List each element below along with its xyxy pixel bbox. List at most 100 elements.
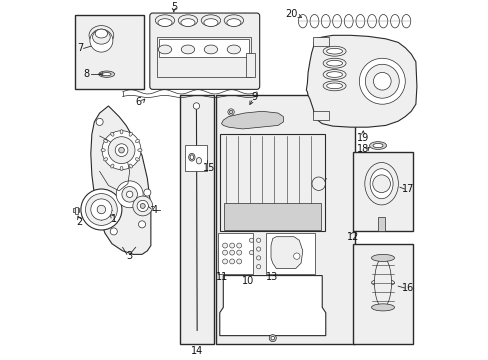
- Circle shape: [108, 137, 135, 163]
- Circle shape: [256, 238, 260, 242]
- Ellipse shape: [323, 69, 346, 80]
- Bar: [313, 37, 328, 46]
- Text: 15: 15: [203, 163, 215, 173]
- Ellipse shape: [155, 15, 174, 26]
- Circle shape: [138, 221, 145, 228]
- Bar: [265, 233, 315, 274]
- Circle shape: [270, 336, 274, 340]
- Ellipse shape: [378, 14, 387, 28]
- Text: 10: 10: [242, 276, 254, 286]
- Bar: [218, 233, 253, 274]
- Circle shape: [119, 147, 124, 153]
- Ellipse shape: [120, 166, 122, 171]
- Ellipse shape: [326, 83, 342, 89]
- Circle shape: [359, 58, 405, 104]
- Text: 5: 5: [170, 2, 177, 12]
- Ellipse shape: [89, 26, 114, 45]
- Circle shape: [365, 64, 398, 98]
- Text: 11: 11: [216, 272, 228, 282]
- Ellipse shape: [203, 19, 218, 27]
- Text: 9: 9: [250, 92, 257, 102]
- Text: 1: 1: [110, 214, 117, 224]
- Ellipse shape: [390, 14, 399, 28]
- Ellipse shape: [364, 162, 398, 205]
- Ellipse shape: [181, 19, 195, 27]
- Bar: [75, 207, 78, 215]
- Text: 7: 7: [77, 44, 83, 53]
- Circle shape: [236, 259, 241, 264]
- Ellipse shape: [321, 14, 329, 28]
- Ellipse shape: [323, 46, 346, 56]
- Text: 13: 13: [265, 272, 278, 282]
- Ellipse shape: [188, 153, 195, 161]
- Circle shape: [137, 200, 148, 212]
- Text: 12: 12: [346, 232, 359, 242]
- Circle shape: [227, 109, 234, 115]
- Ellipse shape: [332, 14, 341, 28]
- Ellipse shape: [204, 45, 217, 54]
- Circle shape: [116, 181, 143, 208]
- Circle shape: [373, 72, 390, 90]
- Ellipse shape: [323, 81, 346, 91]
- Circle shape: [256, 265, 260, 269]
- Circle shape: [372, 175, 389, 193]
- Ellipse shape: [90, 29, 113, 52]
- Circle shape: [249, 238, 253, 242]
- Ellipse shape: [369, 169, 392, 199]
- Circle shape: [115, 144, 128, 157]
- Ellipse shape: [371, 255, 394, 261]
- Ellipse shape: [95, 29, 107, 38]
- Circle shape: [236, 243, 241, 248]
- Ellipse shape: [103, 158, 107, 161]
- Ellipse shape: [129, 164, 132, 168]
- Ellipse shape: [326, 60, 342, 66]
- Text: 3: 3: [126, 251, 132, 261]
- Ellipse shape: [374, 258, 391, 307]
- Ellipse shape: [367, 14, 376, 28]
- Ellipse shape: [110, 164, 114, 168]
- Ellipse shape: [102, 73, 111, 76]
- Ellipse shape: [401, 14, 410, 28]
- Text: 16: 16: [401, 283, 413, 293]
- Ellipse shape: [196, 158, 201, 164]
- Polygon shape: [270, 237, 302, 269]
- Bar: [185, 145, 206, 171]
- Circle shape: [102, 131, 141, 170]
- Ellipse shape: [309, 14, 318, 28]
- Ellipse shape: [227, 45, 240, 54]
- Text: 2: 2: [76, 216, 82, 226]
- Ellipse shape: [344, 14, 352, 28]
- Polygon shape: [221, 111, 283, 129]
- Ellipse shape: [103, 139, 107, 143]
- Circle shape: [256, 256, 260, 260]
- Bar: [377, 217, 385, 231]
- Circle shape: [229, 110, 232, 114]
- Text: 19: 19: [356, 133, 368, 143]
- Circle shape: [143, 189, 151, 196]
- Circle shape: [256, 247, 260, 251]
- Circle shape: [293, 253, 299, 259]
- Ellipse shape: [158, 45, 171, 54]
- Circle shape: [193, 103, 199, 109]
- Bar: [353, 244, 412, 345]
- Circle shape: [236, 250, 241, 255]
- Bar: [246, 53, 255, 77]
- Ellipse shape: [120, 130, 122, 134]
- Ellipse shape: [371, 304, 394, 311]
- Ellipse shape: [181, 45, 194, 54]
- Polygon shape: [305, 35, 416, 127]
- Bar: [313, 111, 328, 120]
- Circle shape: [85, 194, 117, 225]
- Text: 20: 20: [285, 9, 297, 19]
- FancyBboxPatch shape: [149, 13, 259, 89]
- Circle shape: [140, 203, 145, 208]
- Circle shape: [222, 259, 227, 264]
- Text: 6: 6: [135, 97, 141, 107]
- Ellipse shape: [129, 132, 132, 136]
- Polygon shape: [219, 275, 325, 336]
- Bar: [220, 134, 324, 231]
- Circle shape: [96, 118, 103, 125]
- Ellipse shape: [369, 142, 386, 149]
- Ellipse shape: [99, 71, 114, 77]
- Text: 17: 17: [401, 184, 413, 194]
